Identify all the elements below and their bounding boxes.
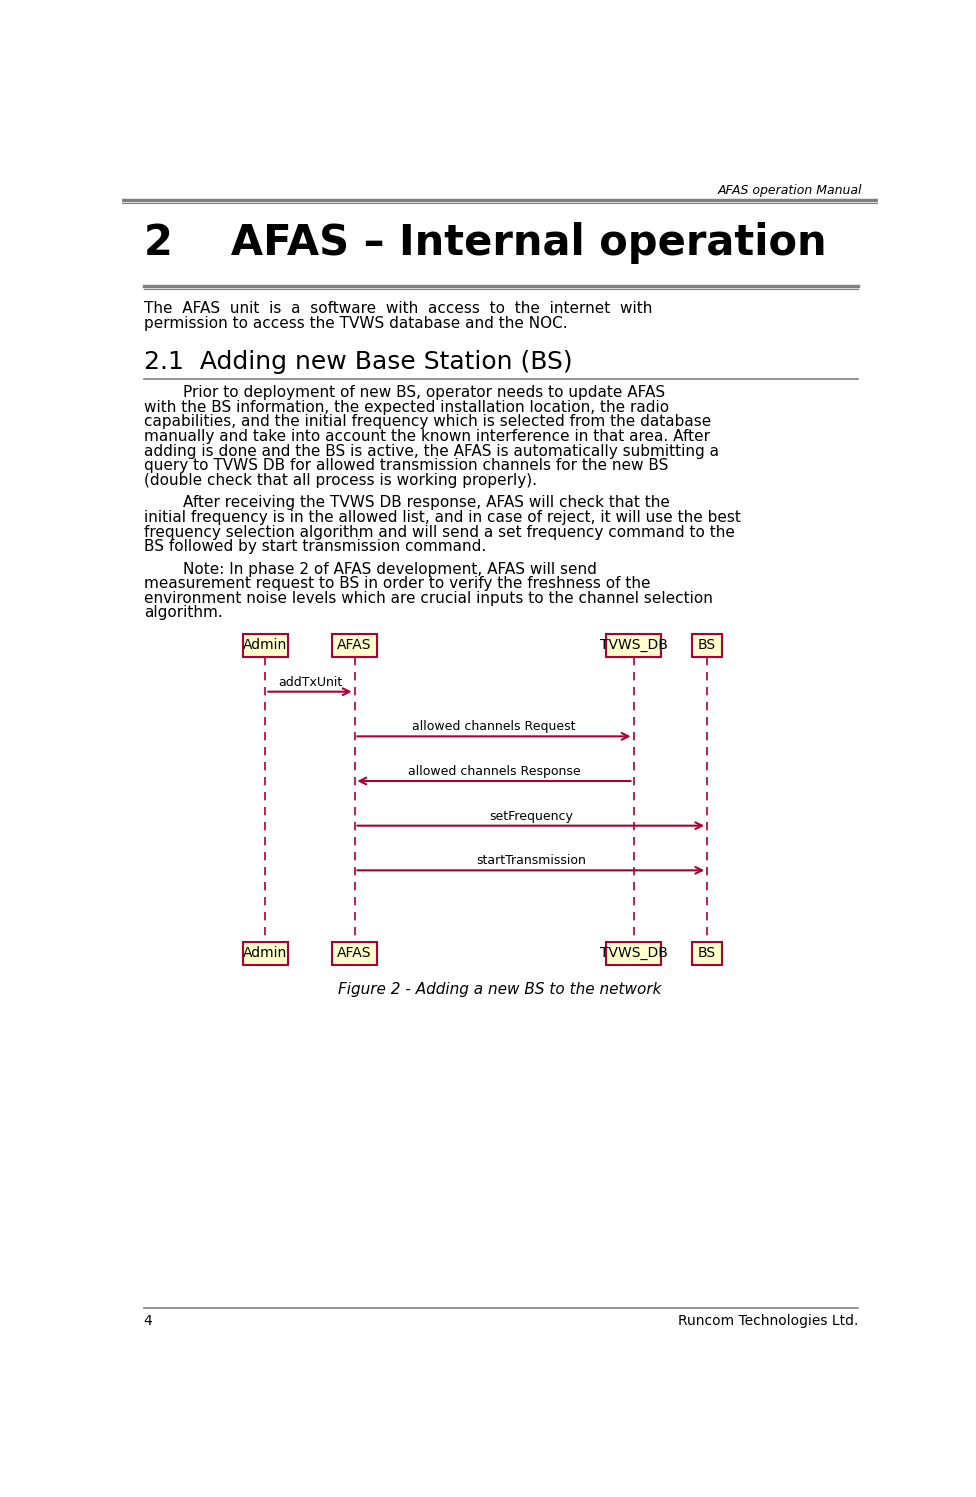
- Text: Admin: Admin: [243, 639, 288, 653]
- Text: 4: 4: [143, 1314, 152, 1328]
- FancyBboxPatch shape: [243, 633, 288, 657]
- Text: adding is done and the BS is active, the AFAS is automatically submitting a: adding is done and the BS is active, the…: [143, 443, 718, 458]
- Text: TVWS_DB: TVWS_DB: [599, 946, 668, 961]
- Text: BS followed by start transmission command.: BS followed by start transmission comman…: [143, 539, 486, 554]
- Text: (double check that all process is working properly).: (double check that all process is workin…: [143, 473, 537, 488]
- Text: Figure 2 - Adding a new BS to the network: Figure 2 - Adding a new BS to the networ…: [339, 982, 662, 997]
- Text: BS: BS: [698, 639, 716, 653]
- FancyBboxPatch shape: [332, 633, 377, 657]
- Text: startTransmission: startTransmission: [476, 855, 586, 867]
- Text: AFAS: AFAS: [338, 639, 372, 653]
- Text: allowed channels Response: allowed channels Response: [408, 765, 581, 778]
- Text: permission to access the TVWS database and the NOC.: permission to access the TVWS database a…: [143, 316, 567, 331]
- Text: capabilities, and the initial frequency which is selected from the database: capabilities, and the initial frequency …: [143, 415, 711, 430]
- Text: measurement request to BS in order to verify the freshness of the: measurement request to BS in order to ve…: [143, 576, 650, 591]
- Text: After receiving the TVWS DB response, AFAS will check that the: After receiving the TVWS DB response, AF…: [143, 496, 670, 510]
- FancyBboxPatch shape: [606, 942, 661, 966]
- Text: frequency selection algorithm and will send a set frequency command to the: frequency selection algorithm and will s…: [143, 524, 735, 539]
- Text: environment noise levels which are crucial inputs to the channel selection: environment noise levels which are cruci…: [143, 591, 712, 606]
- Text: Runcom Technologies Ltd.: Runcom Technologies Ltd.: [678, 1314, 858, 1328]
- Text: 2.1  Adding new Base Station (BS): 2.1 Adding new Base Station (BS): [143, 350, 572, 374]
- Text: 2    AFAS – Internal operation: 2 AFAS – Internal operation: [143, 222, 827, 263]
- Text: Note: In phase 2 of AFAS development, AFAS will send: Note: In phase 2 of AFAS development, AF…: [143, 561, 596, 576]
- Text: Admin: Admin: [243, 946, 288, 961]
- FancyBboxPatch shape: [606, 633, 661, 657]
- Text: setFrequency: setFrequency: [489, 810, 573, 822]
- Text: allowed channels Request: allowed channels Request: [412, 720, 576, 734]
- Text: The  AFAS  unit  is  a  software  with  access  to  the  internet  with: The AFAS unit is a software with access …: [143, 301, 652, 316]
- Text: with the BS information, the expected installation location, the radio: with the BS information, the expected in…: [143, 400, 669, 415]
- Text: initial frequency is in the allowed list, and in case of reject, it will use the: initial frequency is in the allowed list…: [143, 510, 741, 525]
- Text: AFAS operation Manual: AFAS operation Manual: [717, 184, 862, 198]
- FancyBboxPatch shape: [692, 633, 722, 657]
- FancyBboxPatch shape: [332, 942, 377, 966]
- Text: algorithm.: algorithm.: [143, 605, 223, 620]
- Text: query to TVWS DB for allowed transmission channels for the new BS: query to TVWS DB for allowed transmissio…: [143, 458, 669, 473]
- Text: TVWS_DB: TVWS_DB: [599, 639, 668, 653]
- Text: Prior to deployment of new BS, operator needs to update AFAS: Prior to deployment of new BS, operator …: [143, 385, 665, 400]
- Text: AFAS: AFAS: [338, 946, 372, 961]
- Text: manually and take into account the known interference in that area. After: manually and take into account the known…: [143, 430, 710, 445]
- FancyBboxPatch shape: [243, 942, 288, 966]
- Text: BS: BS: [698, 946, 716, 961]
- FancyBboxPatch shape: [692, 942, 722, 966]
- Text: addTxUnit: addTxUnit: [278, 675, 342, 689]
